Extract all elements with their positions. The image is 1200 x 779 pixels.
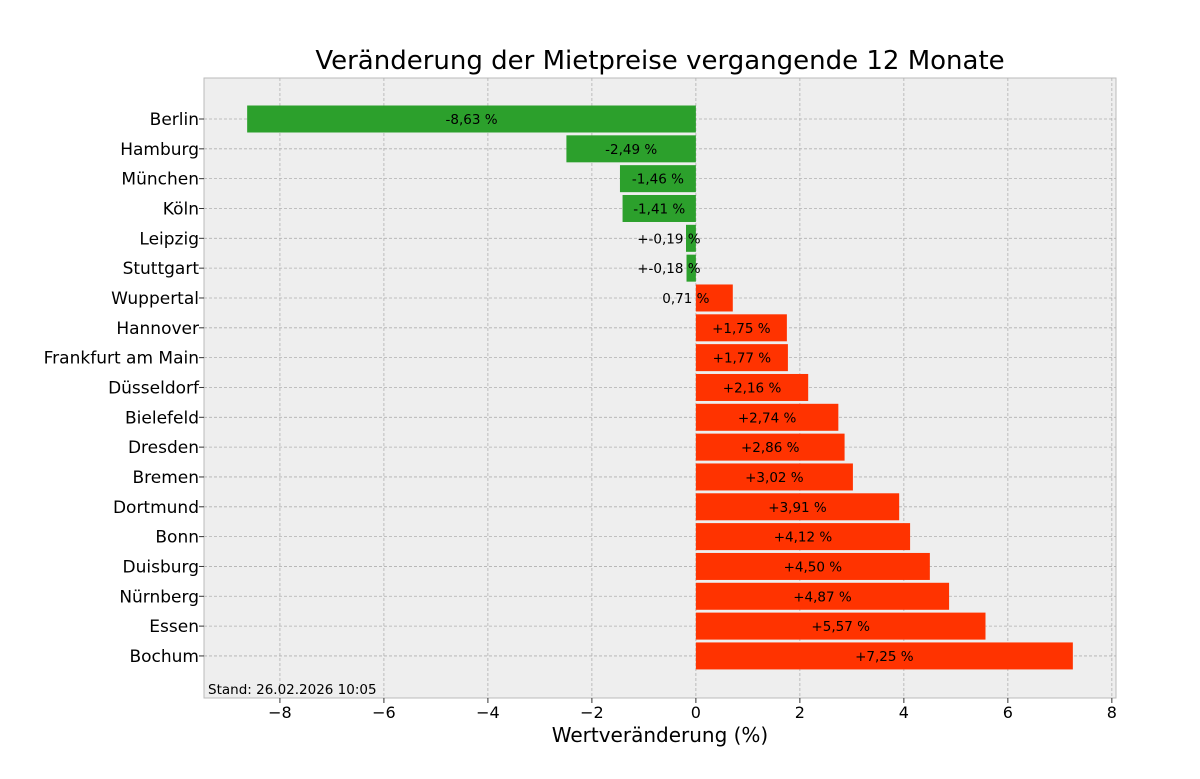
x-axis-label: Wertveränderung (%) [552, 723, 769, 747]
x-tick-label: −2 [580, 703, 604, 722]
bar [695, 344, 788, 372]
bar [695, 552, 930, 580]
bar [695, 403, 839, 431]
category-label: Bonn [155, 528, 199, 548]
bar [695, 373, 809, 401]
category-label: Hannover [116, 319, 199, 339]
category-label: Frankfurt am Main [44, 349, 199, 369]
bar [247, 105, 696, 133]
category-label: Dortmund [113, 498, 199, 518]
bar [695, 523, 911, 551]
bar [619, 165, 696, 193]
data-label: -1,46 % [632, 172, 684, 188]
bar [695, 433, 845, 461]
bar [695, 612, 986, 640]
bar [622, 194, 696, 222]
category-label: Düsseldorf [108, 378, 200, 398]
data-label: +3,02 % [745, 470, 804, 486]
data-label: +1,77 % [713, 351, 772, 367]
bar [685, 224, 696, 252]
chart-title: Veränderung der Mietpreise vergangende 1… [315, 46, 1004, 76]
bar [695, 642, 1073, 670]
data-label: +5,57 % [811, 619, 870, 635]
data-label: -1,41 % [633, 201, 685, 217]
x-tick-label: 8 [1107, 703, 1117, 722]
category-label: Nürnberg [119, 587, 199, 607]
data-label: 0,71 % [662, 291, 709, 307]
data-label: +7,25 % [855, 649, 914, 665]
category-label: München [121, 170, 199, 190]
bar [566, 135, 696, 163]
category-label: Stuttgart [123, 259, 200, 279]
data-label: +2,86 % [741, 440, 800, 456]
data-label: +-0,19 % [637, 231, 701, 247]
data-label: +4,12 % [774, 530, 833, 546]
data-label: +3,91 % [768, 500, 827, 516]
data-label: -2,49 % [605, 142, 657, 158]
data-label: +-0,18 % [637, 261, 701, 277]
category-label: Köln [163, 199, 199, 219]
bar [695, 284, 733, 312]
category-label: Berlin [150, 110, 199, 130]
category-label: Bochum [129, 647, 199, 667]
bar [695, 582, 950, 610]
bar [686, 254, 696, 282]
data-label: -8,63 % [445, 112, 497, 128]
data-label: +1,75 % [712, 321, 771, 337]
data-label: +2,16 % [723, 380, 782, 396]
stand-annotation: Stand: 26.02.2026 10:05 [208, 682, 377, 698]
x-tick-label: −4 [476, 703, 500, 722]
category-label: Bielefeld [125, 408, 199, 428]
data-label: +4,50 % [784, 559, 843, 575]
category-label: Bremen [132, 468, 199, 488]
category-label: Wuppertal [111, 289, 199, 309]
category-label: Essen [149, 617, 199, 637]
bar [695, 463, 853, 491]
x-tick-label: −8 [268, 703, 292, 722]
category-label: Duisburg [123, 557, 200, 577]
data-label: +4,87 % [793, 589, 852, 605]
x-tick-label: −6 [372, 703, 396, 722]
x-tick-label: 0 [691, 703, 701, 722]
data-label: +2,74 % [738, 410, 797, 426]
x-tick-label: 6 [1003, 703, 1013, 722]
category-label: Hamburg [120, 140, 199, 160]
category-label: Leipzig [139, 229, 199, 249]
bar [695, 314, 787, 342]
bar [695, 493, 900, 521]
category-label: Dresden [128, 438, 199, 458]
x-tick-label: 4 [899, 703, 909, 722]
x-tick-label: 2 [795, 703, 805, 722]
